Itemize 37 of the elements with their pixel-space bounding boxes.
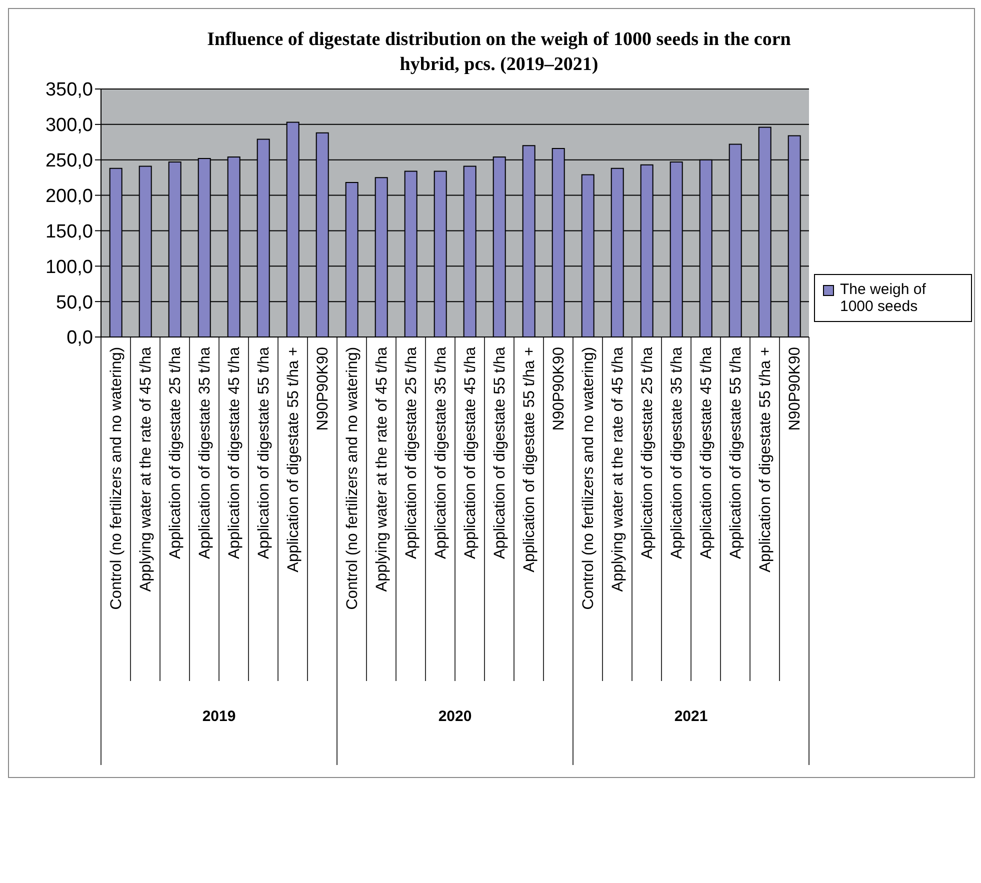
x-tick-label: Application of digestate 55 t/ha [491,346,508,559]
y-tick-label: 100,0 [45,256,93,278]
x-tick-label: N90P90K90 [550,346,568,431]
y-tick-label: 350,0 [45,80,93,101]
text: 2019 [202,708,236,725]
x-tick-label: Applying water at the rate of 45 t/ha [609,346,626,592]
y-tick-label: 300,0 [45,115,93,136]
x-tick-label: Application of digestate 55 t/ha + [284,347,302,572]
x-tick-label: N90P90K90 [786,346,804,431]
y-tick-label: 150,0 [45,221,93,242]
x-tick-label: Application of digestate 45 t/ha [462,346,479,559]
x-tick-label: Application of digestate 25 t/ha [638,346,656,559]
x-tick-label: Application of digestate 35 t/ha [432,346,450,559]
x-tick-label: Application of digestate 55 t/ha [727,346,744,559]
x-tick-label: Application of digestate 25 t/ha [402,346,420,559]
x-tick-label: Control (no fertilizers and no watering) [344,347,361,610]
x-tick-label: Application of digestate 55 t/ha [255,346,272,559]
y-tick-label: 250,0 [45,150,93,172]
text: 2020 [438,708,472,725]
x-tick-label: Application of digestate 45 t/ha [226,346,243,559]
x-tick-label: Application of digestate 55 t/ha + [756,347,774,572]
y-tick-label: 0,0 [66,328,93,349]
x-tick-label: Applying water at the rate of 45 t/ha [137,346,154,592]
x-tick-label: Control (no fertilizers and no watering) [580,347,597,610]
legend-label: The weigh of 1000 seeds [840,281,927,315]
text: 2021 [674,708,708,725]
y-tick-label: 200,0 [45,186,93,208]
y-tick-label: 50,0 [56,292,93,314]
x-tick-label: Application of digestate 25 t/ha [166,346,184,559]
x-tick-label: Control (no fertilizers and no watering) [108,347,125,610]
x-tick-label: Application of digestate 35 t/ha [196,346,214,559]
x-tick-label: Application of digestate 55 t/ha + [520,347,538,572]
chart-title: Influence of digestate distribution on the weigh of 1000 seeds in the corn hybrid, pcs. (2019–2021) [206,28,792,77]
x-tick-label: Applying water at the rate of 45 t/ha [373,346,390,592]
x-tick-label: Application of digestate 45 t/ha [698,346,715,559]
x-tick-label: Application of digestate 35 t/ha [668,346,686,559]
x-tick-label: N90P90K90 [314,346,332,431]
